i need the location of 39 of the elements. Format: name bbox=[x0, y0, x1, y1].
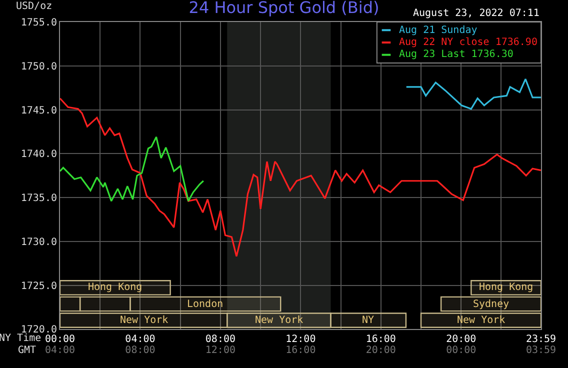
y-tick-label: 1745.0 bbox=[20, 105, 57, 116]
x2-tick-label: 08:00 bbox=[125, 345, 156, 356]
legend-label: Aug 22 NY close 1736.90 bbox=[399, 37, 538, 48]
band-label: New York bbox=[457, 315, 506, 326]
x2-tick-label: 03:59 bbox=[526, 345, 556, 356]
x-tick-label: 00:00 bbox=[44, 334, 76, 346]
line-series bbox=[60, 98, 541, 258]
x2-tick-label: 04:00 bbox=[44, 345, 76, 356]
band-label: New York bbox=[255, 315, 304, 326]
x-tick-label: 20:00 bbox=[446, 334, 476, 346]
y-tick-label: 1725.0 bbox=[20, 280, 57, 292]
x-tick-label: 16:00 bbox=[366, 334, 396, 346]
x-tick-label: 08:00 bbox=[205, 334, 236, 346]
x2-tick-label: 16:00 bbox=[286, 345, 316, 356]
x2-tick-label: 20:00 bbox=[366, 345, 396, 356]
x-tick-label: 04:00 bbox=[125, 334, 156, 346]
line-series bbox=[60, 136, 204, 202]
band-label: Hong Kong bbox=[88, 282, 142, 293]
line-series bbox=[406, 78, 541, 110]
y-tick-label: 1750.0 bbox=[20, 61, 57, 72]
legend-label: Aug 21 Sunday bbox=[399, 25, 478, 36]
x2-axis-title: GMT bbox=[18, 345, 36, 356]
chart-subtitle: August 23, 2022 07:11 bbox=[413, 8, 540, 19]
y-tick-label: 1735.0 bbox=[20, 193, 57, 204]
y-axis-title: USD/oz bbox=[16, 1, 52, 12]
y-tick-label: 1740.0 bbox=[20, 149, 57, 160]
x-tick-label: 12:00 bbox=[286, 334, 316, 346]
x-tick-label: 23:59 bbox=[526, 334, 556, 346]
y-tick-label: 1730.0 bbox=[20, 236, 57, 248]
chart-title: 24 Hour Spot Gold (Bid) bbox=[188, 0, 380, 18]
band-label: Hong Kong bbox=[479, 282, 534, 293]
band-label: London bbox=[187, 299, 224, 310]
x2-tick-label: 00:00 bbox=[446, 345, 476, 356]
band-label: NY bbox=[362, 315, 374, 326]
band-label: Sydney bbox=[473, 299, 510, 310]
x2-tick-label: 12:00 bbox=[205, 345, 236, 356]
band-label: New York bbox=[120, 315, 168, 326]
y-tick-label: 1755.0 bbox=[20, 18, 57, 28]
legend-label: Aug 23 Last 1736.30 bbox=[399, 49, 514, 60]
